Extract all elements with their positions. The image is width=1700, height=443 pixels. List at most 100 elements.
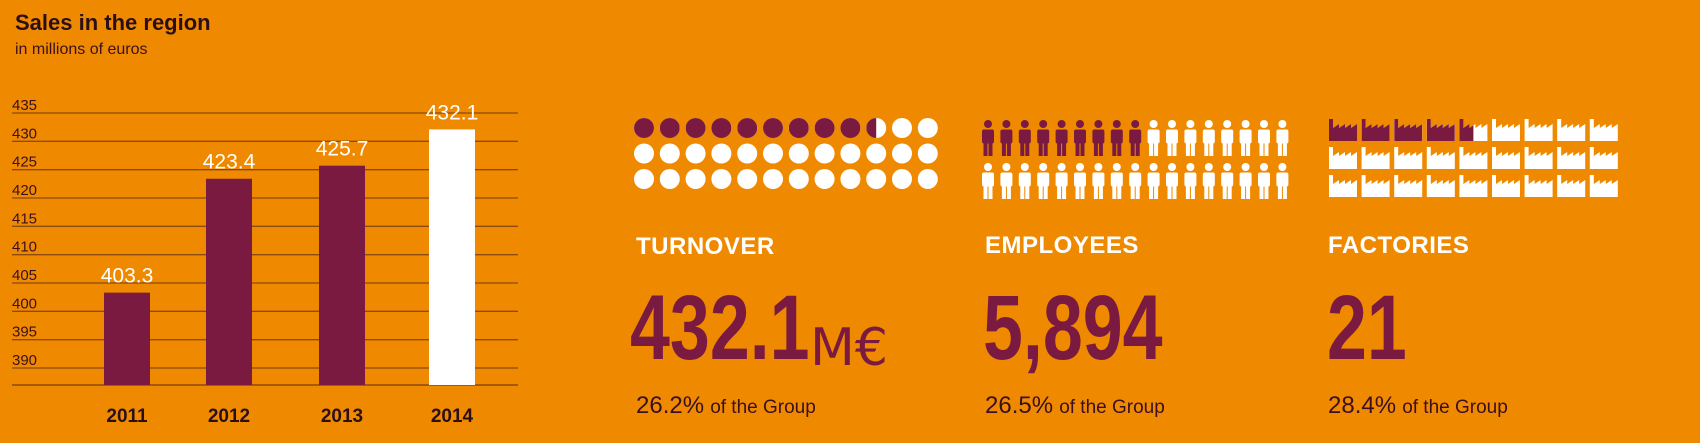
coin-icon (840, 169, 861, 189)
person-icon (1147, 120, 1160, 156)
person-icon (1092, 163, 1105, 199)
turnover-share: 26.2% of the Group (636, 392, 816, 420)
factory-icon (1329, 147, 1357, 169)
coin-icon (634, 169, 654, 189)
person-icon (1018, 120, 1031, 156)
factory-icon (1459, 119, 1488, 141)
coin-icon (840, 143, 861, 164)
coin-icon (685, 169, 706, 189)
factory-icon (1492, 119, 1520, 141)
chart-subtitle: in millions of euros (15, 41, 148, 58)
y-tick-label: 395 (12, 324, 37, 341)
y-tick-label: 390 (12, 352, 37, 369)
person-icon (1184, 120, 1197, 156)
factories-factory-icons (1329, 119, 1618, 197)
coin-icon (634, 143, 654, 164)
employees-label: EMPLOYEES (985, 232, 1139, 259)
person-icon (982, 120, 994, 156)
turnover-unit: M€ (810, 318, 888, 378)
data-label-2014: 432.1 (426, 101, 479, 124)
coin-icon (892, 143, 912, 164)
coin-icon (737, 169, 758, 189)
factory-icon (1361, 119, 1390, 141)
coin-icon (814, 169, 835, 189)
turnover-share-percent: 26.2% (636, 392, 705, 419)
coin-icon (659, 118, 680, 138)
factory-icon (1589, 175, 1618, 197)
factories-value: 21 (1327, 277, 1407, 379)
x-tick-label-2011: 2011 (106, 406, 148, 427)
coin-icon (917, 169, 938, 189)
factories-label: FACTORIES (1328, 232, 1470, 259)
y-tick-label: 410 (12, 239, 37, 256)
factory-icon (1524, 119, 1553, 141)
factory-icon (1394, 119, 1423, 141)
person-icon (1092, 120, 1105, 156)
coin-icon (892, 118, 912, 138)
coin-icon (711, 169, 732, 189)
data-label-2012: 423.4 (203, 151, 256, 174)
person-icon (1166, 163, 1178, 199)
coin-icon (814, 143, 835, 164)
turnover-coin-icons (634, 118, 938, 189)
person-icon (1276, 163, 1289, 199)
coin-icon (685, 143, 706, 164)
factory-icon (1361, 147, 1390, 169)
person-icon (1129, 120, 1142, 156)
bar-2014 (429, 129, 475, 385)
person-icon (1129, 163, 1142, 199)
coin-icon (892, 169, 912, 189)
bar-2011 (104, 292, 150, 385)
factory-icon (1557, 147, 1586, 169)
factory-icon (1492, 147, 1520, 169)
factory-icon (1361, 175, 1390, 197)
turnover-share-suffix: of the Group (710, 397, 816, 418)
x-tick-label-2012: 2012 (208, 406, 250, 427)
sales-bar-chart: 390 395 400 405 410 415 420 425 430 435 403.3 2011 4… (12, 97, 518, 427)
person-icon (1037, 163, 1050, 199)
person-icon (1000, 163, 1013, 199)
coin-icon (711, 118, 732, 138)
person-icon (1074, 163, 1086, 199)
y-tick-label: 430 (12, 125, 37, 142)
data-label-2013: 425.7 (316, 138, 369, 161)
coin-icon (711, 143, 732, 164)
employees-value: 5,894 (983, 277, 1163, 379)
coin-icon (763, 169, 783, 189)
coin-icon (659, 143, 680, 164)
factory-icon (1492, 175, 1520, 197)
bar-2013 (319, 165, 365, 385)
person-icon (1110, 120, 1123, 156)
person-icon (1074, 120, 1086, 156)
turnover-value: 432.1 (630, 277, 810, 379)
factories-share-percent: 28.4% (1328, 392, 1397, 419)
person-icon (1055, 163, 1068, 199)
coin-icon (788, 118, 809, 138)
person-icon (1037, 120, 1050, 156)
y-tick-label: 420 (12, 182, 37, 199)
turnover-label: TURNOVER (636, 233, 775, 260)
person-icon (1258, 163, 1270, 199)
coin-icon (634, 118, 654, 138)
coin-icon (788, 143, 809, 164)
data-label-2011: 403.3 (101, 265, 154, 288)
person-icon (1276, 120, 1289, 156)
factory-icon (1459, 147, 1488, 169)
coin-icon (788, 169, 809, 189)
person-icon (1184, 163, 1197, 199)
y-tick-label: 415 (12, 210, 37, 227)
factory-icon (1524, 175, 1553, 197)
coin-icon (763, 143, 783, 164)
factory-icon (1426, 147, 1455, 169)
coin-icon (866, 169, 887, 189)
factories-share: 28.4% of the Group (1328, 392, 1508, 420)
factories-share-suffix: of the Group (1402, 397, 1508, 418)
factory-icon (1524, 147, 1553, 169)
person-icon (1221, 163, 1234, 199)
person-icon (1166, 120, 1178, 156)
person-icon (1239, 120, 1252, 156)
factory-icon (1557, 175, 1586, 197)
person-icon (982, 163, 994, 199)
bar-2012 (206, 178, 252, 385)
factory-icon (1459, 175, 1488, 197)
